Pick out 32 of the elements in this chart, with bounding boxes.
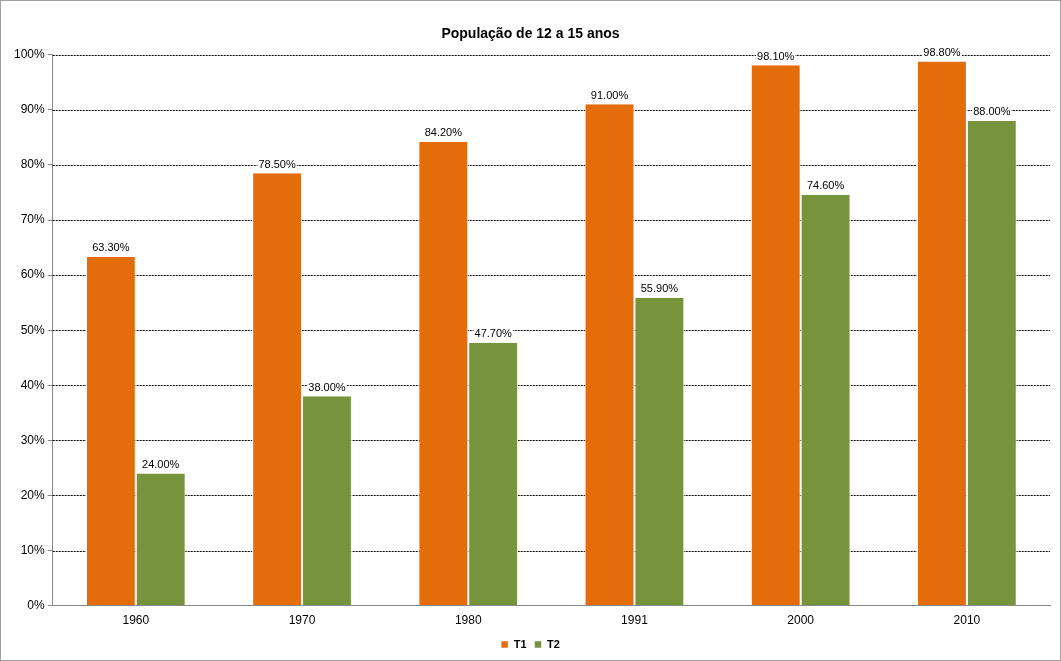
legend-label: T1 <box>513 637 527 650</box>
data-label: 78.50% <box>258 157 296 170</box>
data-label: 63.30% <box>92 241 130 254</box>
data-label: 24.00% <box>142 457 180 470</box>
x-tick-label: 2010 <box>953 613 981 628</box>
data-label: 88.00% <box>973 105 1011 118</box>
data-label: 38.00% <box>308 380 346 393</box>
y-tick-label: 50% <box>20 322 46 337</box>
data-label: 98.10% <box>757 49 795 62</box>
y-tick-label: 90% <box>20 102 46 117</box>
x-tick-label: 1960 <box>122 613 150 628</box>
data-label: 74.60% <box>806 179 845 192</box>
chart-title: População de 12 a 15 anos <box>441 25 620 42</box>
x-tick-label: 1970 <box>288 613 316 628</box>
y-tick-label: 100% <box>13 47 46 62</box>
data-label: 84.20% <box>424 126 463 139</box>
y-tick-label: 10% <box>20 542 46 557</box>
y-tick-label: 70% <box>20 212 46 227</box>
y-tick-label: 30% <box>20 432 46 447</box>
y-tick-label: 80% <box>20 157 46 172</box>
data-label: 98.80% <box>923 45 961 58</box>
data-label: 91.00% <box>590 88 629 101</box>
y-tick-label: 20% <box>20 487 46 502</box>
legend-label: T2 <box>547 637 560 650</box>
data-label: 47.70% <box>474 327 513 340</box>
data-label: 55.90% <box>640 282 679 295</box>
y-tick-label: 40% <box>20 377 46 392</box>
y-tick-label: 0% <box>27 597 46 612</box>
x-tick-label: 1980 <box>454 613 482 628</box>
x-tick-label: 2000 <box>787 613 815 628</box>
x-tick-label: 1991 <box>621 613 649 628</box>
y-tick-label: 60% <box>20 267 46 282</box>
